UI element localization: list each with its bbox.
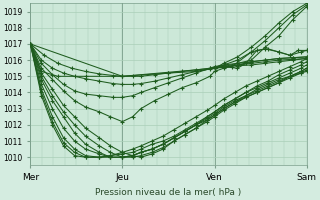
X-axis label: Pression niveau de la mer( hPa ): Pression niveau de la mer( hPa ) [95,188,242,197]
